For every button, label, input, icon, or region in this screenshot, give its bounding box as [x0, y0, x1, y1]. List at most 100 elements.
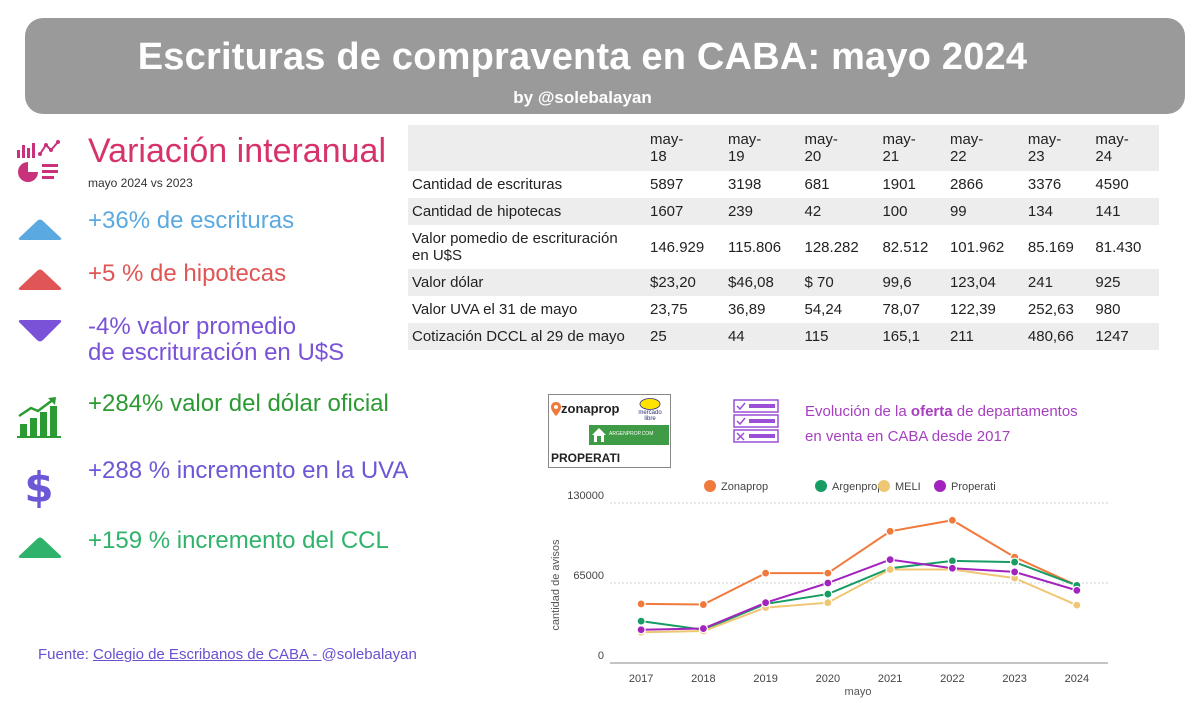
x-tick-label: 2023 — [1002, 673, 1026, 685]
table-cell: 252,63 — [1027, 301, 1074, 318]
data-point — [761, 598, 771, 608]
data-point — [885, 526, 895, 536]
table-cell: 239 — [727, 203, 753, 220]
row-label: Valor UVA el 31 de mayo — [412, 301, 578, 318]
table-cell: 980 — [1095, 301, 1121, 318]
data-point — [1072, 600, 1082, 610]
argenprop-house-icon — [592, 428, 606, 442]
table-header-cell: may- 18 — [650, 131, 684, 165]
table-cell: $ 70 — [804, 274, 834, 291]
table-cell: 4590 — [1095, 176, 1129, 193]
data-point — [823, 589, 833, 599]
row-label: Valor dólar — [412, 274, 484, 291]
table-cell: 141 — [1095, 203, 1121, 220]
checklist-icon — [733, 399, 779, 443]
data-point — [885, 564, 895, 575]
table-cell: 99 — [949, 203, 967, 220]
chart-legend: Zonaprop Argenprop MELI Properati — [704, 480, 996, 493]
x-tick-label: 2022 — [940, 673, 964, 685]
data-point — [636, 625, 646, 635]
source-suffix: @solebalayan — [321, 646, 417, 663]
properati-logo: PROPERATI — [551, 451, 621, 465]
row-label: Valor pomedio de escrituración en U$S — [412, 230, 618, 264]
table-cell: 3376 — [1027, 176, 1062, 193]
table-header-cell: may- 19 — [727, 131, 762, 165]
source-prefix: Fuente: — [38, 646, 94, 663]
table-cell: 123,04 — [949, 274, 996, 291]
table-header-cell: may- 22 — [949, 131, 984, 165]
y-tick-label: 65000 — [573, 570, 604, 582]
table-cell: 54,24 — [804, 301, 843, 318]
row-label: Cantidad de hipotecas — [412, 203, 562, 220]
data-point — [698, 599, 708, 610]
table-cell: 122,39 — [949, 301, 996, 318]
row-label: Cotización DCCL al 29 de mayo — [412, 328, 625, 345]
table-cell: 165,1 — [882, 328, 920, 345]
table-header-cell: may- 24 — [1095, 131, 1129, 165]
table-cell: 925 — [1095, 274, 1121, 291]
table-cell: 134 — [1027, 203, 1053, 220]
table-cell: 1607 — [650, 203, 684, 220]
x-tick-label: 2018 — [691, 673, 715, 685]
data-point — [947, 563, 957, 573]
data-point — [636, 599, 646, 609]
table-cell: 36,89 — [727, 301, 766, 318]
table-cell: 100 — [882, 203, 908, 220]
data-point — [1010, 557, 1020, 567]
x-tick-label: 2021 — [878, 673, 902, 685]
triangle-down-icon — [18, 320, 62, 342]
table-row: Valor UVA el 31 de mayo 23,75 36,89 54,2… — [408, 296, 1159, 323]
x-tick-label: 2024 — [1065, 673, 1089, 685]
table-cell: 23,75 — [650, 301, 688, 318]
table-header-cell: may- 21 — [882, 131, 916, 165]
growth-chart-icon — [17, 397, 61, 438]
table-cell: 101.962 — [949, 238, 1005, 256]
data-point — [1010, 567, 1020, 577]
table-row: Valor dólar $23,20 $46,08 $ 70 99,6 123,… — [408, 269, 1159, 296]
table-cell: $46,08 — [727, 274, 774, 291]
table-header-cell: may- 20 — [804, 131, 838, 165]
table-cell: 25 — [650, 328, 667, 345]
mercadolibre-handshake-icon — [639, 398, 661, 410]
table-header-empty — [408, 125, 646, 171]
data-point — [761, 568, 771, 578]
legend-marker — [704, 480, 716, 492]
triangle-up-icon — [18, 219, 62, 240]
data-point — [823, 568, 833, 578]
stat-valor-promedio-line2: de escrituración en U$S — [88, 339, 345, 366]
table-cell: 78,07 — [882, 301, 920, 318]
series-line-meli — [641, 568, 1078, 634]
legend-marker — [878, 480, 890, 492]
table-cell: $23,20 — [650, 274, 696, 291]
stat-ccl: +159 % incremento del CCL — [88, 527, 389, 554]
table-cell: 128.282 — [804, 238, 859, 256]
variation-title: Variación interanual — [88, 132, 386, 170]
table-cell: 44 — [727, 328, 745, 345]
chart-grid — [610, 502, 1108, 664]
table-cell: 85.169 — [1027, 238, 1074, 256]
table-cell: 81.430 — [1095, 238, 1142, 256]
chart-series — [636, 515, 1082, 637]
mercadolibre-logo: mercado libre — [638, 410, 662, 422]
table-row: Valor pomedio de escrituración en U$S 146… — [408, 225, 1159, 269]
table-cell: 115 — [804, 328, 829, 345]
table-header-row: may- 18 may- 19 may- 20 may- 21 may- 22 may- 2… — [408, 125, 1159, 171]
chart-y-label: cantidad de avisos — [550, 539, 562, 631]
table-cell: 241 — [1027, 274, 1053, 291]
data-table: may- 18 may- 19 may- 20 may- 21 may- 22 may- 2… — [408, 125, 1159, 350]
table-cell: 211 — [949, 328, 974, 345]
source-link[interactable]: Colegio de Escribanos de CABA - — [93, 646, 322, 663]
y-tick-label: 0 — [598, 650, 604, 662]
zonaprop-logo: zonaprop — [561, 401, 620, 416]
page-title: Escrituras de compraventa en CABA: mayo … — [137, 36, 1028, 78]
data-point — [947, 515, 957, 525]
x-tick-label: 2017 — [629, 673, 653, 685]
data-point — [698, 623, 708, 634]
table-row: Cantidad de escrituras 5897 3198 681 190… — [408, 171, 1159, 198]
table-cell: 82.512 — [882, 238, 929, 256]
byline: by @solebalayan — [513, 88, 652, 107]
chart-x-label: mayo — [845, 686, 872, 698]
zonaprop-pin-icon — [551, 402, 561, 416]
stat-escrituras: +36% de escrituras — [88, 207, 295, 234]
table-header-cell: may- 23 — [1027, 131, 1062, 165]
